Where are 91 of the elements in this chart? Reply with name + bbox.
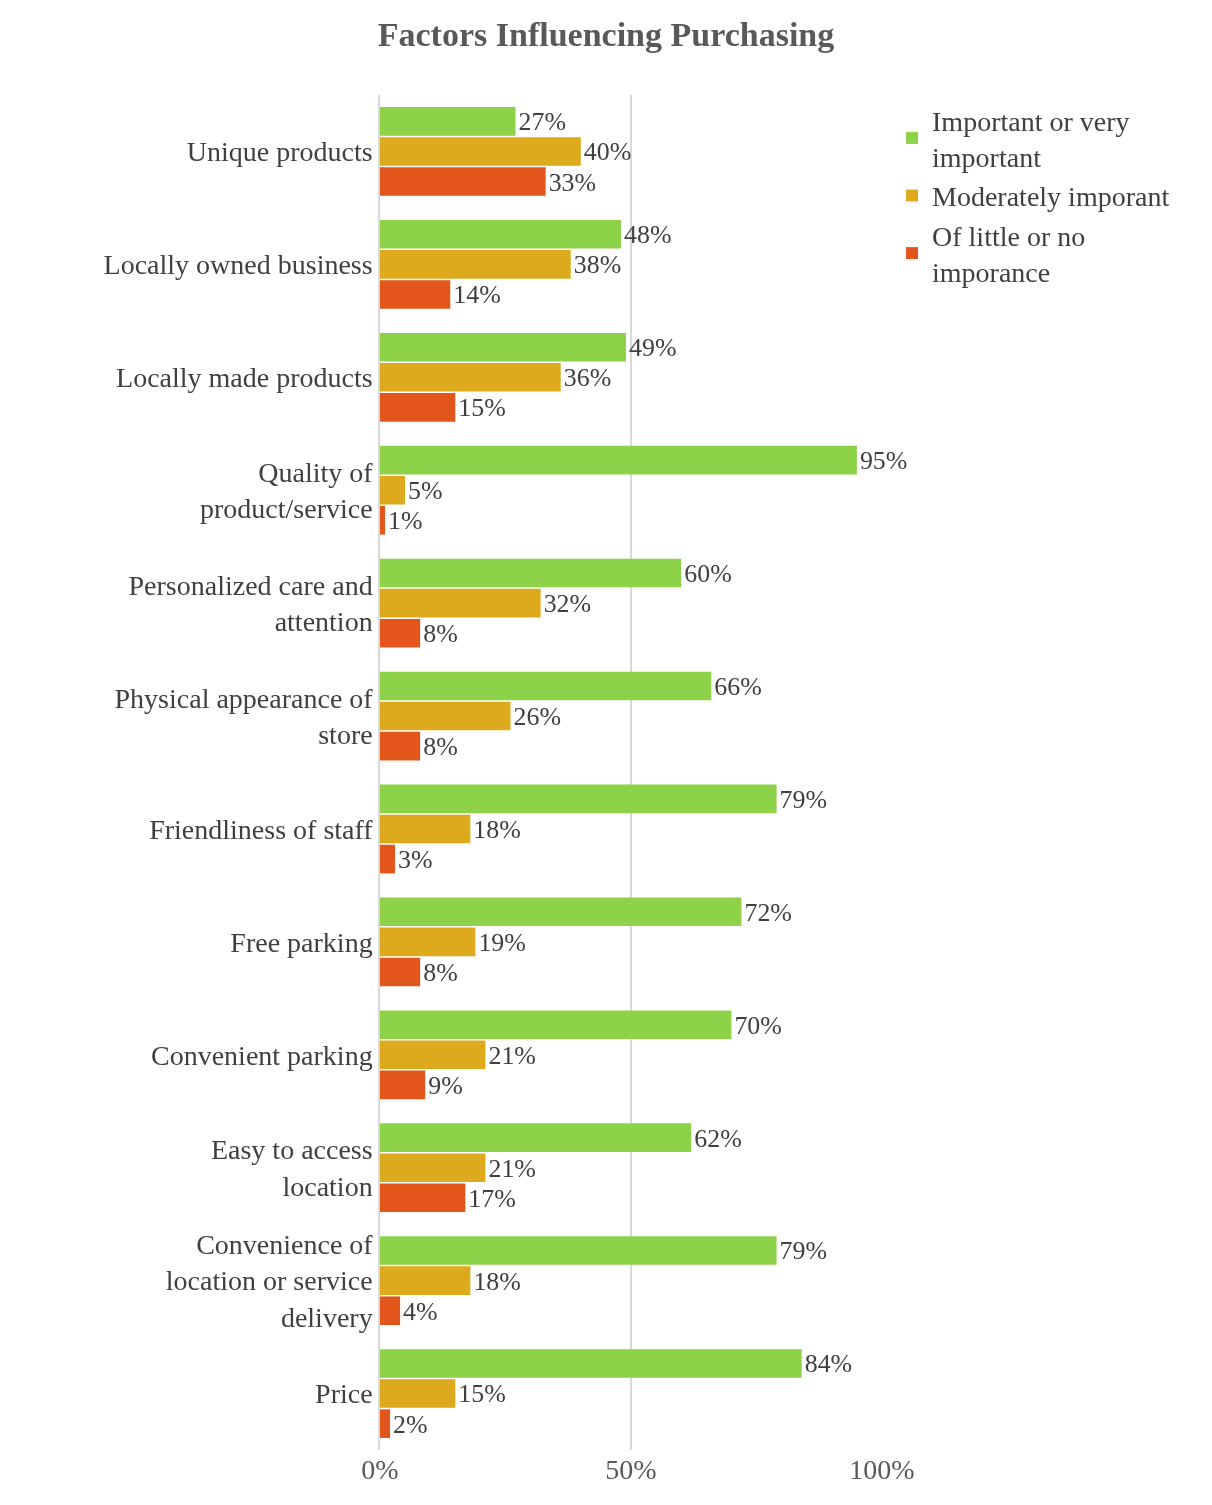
data-label: 21%: [488, 1153, 536, 1183]
chart-title: Factors Influencing Purchasing: [377, 16, 835, 54]
y-tick-label: Unique products: [186, 136, 373, 168]
bar: [380, 475, 406, 505]
y-tick-label: Friendliness of staff: [149, 813, 374, 845]
bar: [380, 731, 421, 761]
bar: [380, 219, 621, 249]
bar: [380, 1183, 466, 1213]
y-tick-label: Convenient parking: [151, 1039, 373, 1071]
data-label: 21%: [488, 1040, 536, 1070]
data-label: 38%: [573, 250, 622, 280]
y-tick-label: Locally made products: [116, 362, 373, 394]
bar: [380, 927, 476, 957]
data-label: 4%: [403, 1296, 438, 1326]
data-label: 14%: [453, 280, 501, 310]
data-label: 79%: [779, 1236, 828, 1266]
x-tick-label: 50%: [605, 1454, 657, 1485]
data-label: 79%: [779, 784, 828, 814]
bar: [380, 1349, 802, 1378]
data-label: 40%: [583, 137, 632, 167]
bar: [380, 393, 456, 422]
data-label: 95%: [859, 446, 908, 476]
bar: [380, 280, 451, 309]
data-label: 26%: [513, 701, 562, 731]
data-label: 62%: [694, 1123, 742, 1153]
data-label: 33%: [548, 167, 597, 197]
data-label: 66%: [714, 671, 762, 701]
y-tick-label: Free parking: [230, 926, 373, 958]
data-label: 60%: [684, 558, 732, 588]
bar: [380, 167, 546, 196]
bar: [380, 844, 396, 874]
y-tick-label: Price: [315, 1378, 373, 1410]
data-label: 49%: [628, 333, 677, 363]
bar: [380, 558, 682, 588]
data-label: 70%: [734, 1010, 782, 1040]
y-tick-label: Locally owned business: [103, 249, 373, 281]
bar: [380, 137, 581, 166]
bar: [380, 107, 516, 136]
y-tick-label: Personalized care and attention: [128, 569, 373, 638]
bar: [380, 445, 857, 475]
y-tick-label: Easy to access location: [210, 1134, 373, 1202]
data-label: 8%: [423, 957, 458, 987]
bar: [380, 332, 626, 362]
bar: [380, 1266, 471, 1295]
bar: [380, 1379, 456, 1408]
bar: [380, 784, 777, 814]
data-label: 15%: [458, 1379, 506, 1409]
bar: [380, 1123, 692, 1152]
bar: [380, 671, 712, 701]
data-label: 5%: [408, 476, 443, 506]
data-label: 3%: [398, 845, 433, 875]
data-label: 18%: [473, 1266, 521, 1296]
bar: [380, 1070, 426, 1100]
bar: [380, 897, 742, 927]
legend-label: Of little or no imporance: [932, 220, 1086, 289]
y-tick-label: Quality of product/service: [200, 456, 374, 525]
data-label: 48%: [623, 220, 672, 250]
data-label: 9%: [428, 1070, 463, 1100]
data-label: 72%: [744, 897, 792, 927]
data-label: 15%: [458, 393, 506, 423]
bar: [380, 1040, 486, 1070]
bar: [380, 1236, 777, 1265]
x-tick-label: 0%: [361, 1454, 399, 1485]
data-label: 84%: [804, 1349, 853, 1379]
data-label: 8%: [423, 732, 458, 762]
data-label: 2%: [393, 1409, 428, 1439]
data-label: 8%: [423, 619, 458, 649]
x-tick-label: 100%: [849, 1454, 915, 1485]
legend-label: Important or very important: [932, 105, 1130, 174]
legend-label: Moderately imporant: [932, 181, 1170, 213]
data-label: 17%: [468, 1183, 516, 1213]
bar: [380, 506, 386, 535]
bar: [380, 701, 511, 731]
bar: [380, 1010, 732, 1039]
bar: [380, 957, 421, 987]
bar: [380, 1409, 391, 1438]
bar: [380, 362, 561, 392]
data-label: 32%: [543, 589, 592, 619]
bar: [380, 1153, 486, 1183]
bar: [380, 250, 571, 279]
bar: [380, 588, 541, 618]
bar: [380, 1296, 401, 1326]
bar: [380, 618, 421, 648]
data-label: 18%: [473, 814, 521, 844]
bar: [380, 814, 471, 844]
y-tick-label: Convenience of location or service delivery: [165, 1229, 374, 1333]
data-label: 27%: [518, 107, 567, 137]
data-label: 19%: [478, 927, 526, 957]
data-label: 36%: [563, 363, 612, 393]
y-tick-label: Physical appearance of store: [114, 682, 374, 751]
data-label: 1%: [388, 506, 423, 536]
